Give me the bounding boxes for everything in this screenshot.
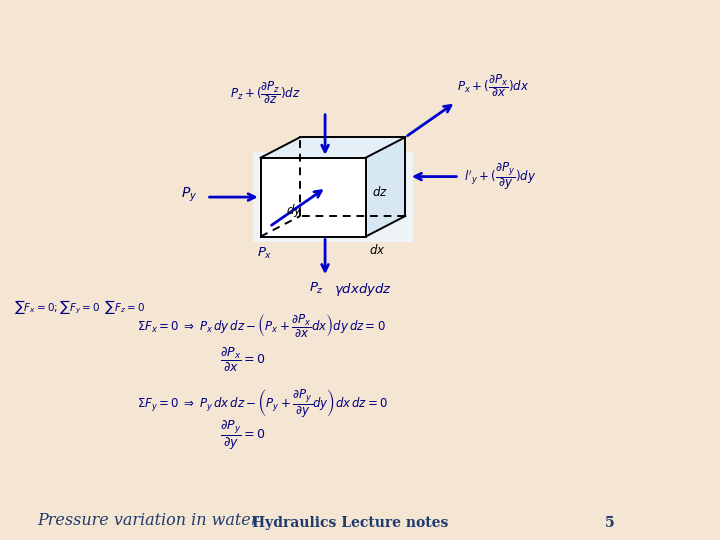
Text: $\dfrac{\partial P_y}{\partial y} = 0$: $\dfrac{\partial P_y}{\partial y} = 0$	[220, 420, 265, 453]
Text: $P_y$: $P_y$	[181, 185, 198, 204]
Polygon shape	[261, 158, 366, 237]
Text: $\Sigma F_y = 0 \;\Rightarrow\; P_y\,dx\,dz - \left(P_y + \dfrac{\partial P_y}{\: $\Sigma F_y = 0 \;\Rightarrow\; P_y\,dx\…	[137, 387, 388, 419]
Text: $dz$: $dz$	[372, 185, 387, 199]
Text: $\sum F_x = 0; \sum F_y = 0 \;\; \sum F_z = 0$: $\sum F_x = 0; \sum F_y = 0 \;\; \sum F_…	[14, 298, 145, 315]
FancyBboxPatch shape	[253, 152, 413, 242]
Text: $P_x$: $P_x$	[257, 246, 273, 261]
Text: $\Sigma F_x = 0 \;\Rightarrow\; P_x\,dy\,dz - \left(P_x + \dfrac{\partial P_x}{\: $\Sigma F_x = 0 \;\Rightarrow\; P_x\,dy\…	[137, 313, 385, 340]
Text: $l'_y + (\dfrac{\partial P_y}{\partial y})dy$: $l'_y + (\dfrac{\partial P_y}{\partial y…	[464, 160, 536, 192]
Text: Pressure variation in water: Pressure variation in water	[37, 512, 258, 529]
Text: $dy$: $dy$	[286, 202, 302, 219]
Polygon shape	[261, 137, 405, 158]
Text: $P_x + (\dfrac{\partial P_x}{\partial x})dx$: $P_x + (\dfrac{\partial P_x}{\partial x}…	[457, 72, 529, 99]
Text: $P_z + (\dfrac{\partial P_z}{\partial z})dz$: $P_z + (\dfrac{\partial P_z}{\partial z}…	[230, 79, 301, 106]
Polygon shape	[366, 137, 405, 237]
Text: $\dfrac{\partial P_x}{\partial x} = 0$: $\dfrac{\partial P_x}{\partial x} = 0$	[220, 346, 265, 374]
Text: 5: 5	[605, 516, 614, 530]
Text: Hydraulics Lecture notes: Hydraulics Lecture notes	[252, 516, 449, 530]
Text: $P_z$: $P_z$	[310, 281, 324, 296]
Text: $\gamma dxdydz$: $\gamma dxdydz$	[334, 281, 392, 298]
Text: $dx$: $dx$	[369, 243, 386, 257]
